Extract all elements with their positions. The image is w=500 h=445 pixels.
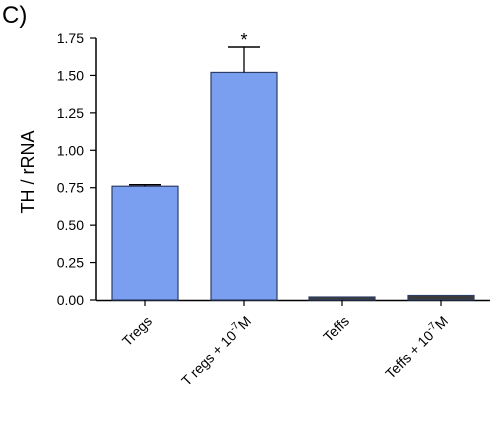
plot-area: 0.00 0.25 0.50 0.75 1.00 1.25 1.50 1.75 Tregs * T … xyxy=(57,30,490,389)
y-axis-title: TH / rRNA xyxy=(18,131,38,214)
y-tick-label: 0.00 xyxy=(57,292,84,308)
bar xyxy=(111,185,179,301)
bar xyxy=(210,71,278,301)
x-tick-label: Teffs + 10-7M xyxy=(382,312,452,382)
y-tick-label: 0.50 xyxy=(57,217,84,233)
panel-label: C) xyxy=(2,2,28,29)
bar xyxy=(407,294,475,301)
y-tick-label: 1.50 xyxy=(57,67,84,83)
significance-marker: * xyxy=(240,30,247,50)
x-tick-label: T regs + 10-7M xyxy=(177,312,254,389)
y-tick-label: 1.00 xyxy=(57,142,84,158)
x-tick-label: Teffs xyxy=(320,313,352,345)
x-tick-label: Tregs xyxy=(119,313,155,349)
y-tick-label: 0.75 xyxy=(57,180,84,196)
y-tick-label: 0.25 xyxy=(57,255,84,271)
y-tick-label: 1.25 xyxy=(57,105,84,121)
y-tick-label: 1.75 xyxy=(57,30,84,46)
bar xyxy=(308,296,376,301)
